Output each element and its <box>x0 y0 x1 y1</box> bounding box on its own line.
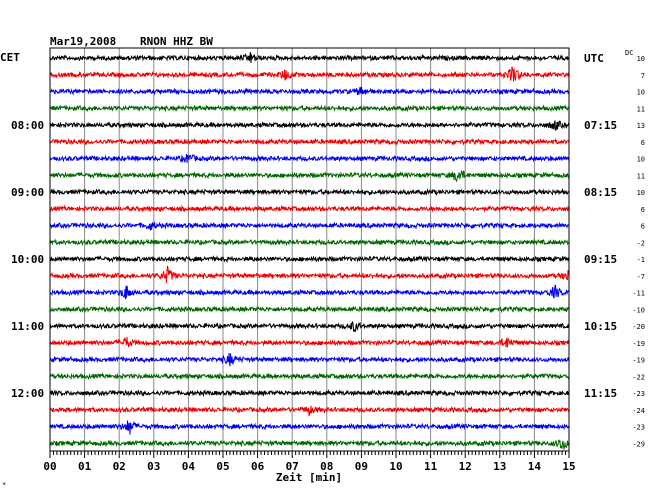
right-hour-label: UTC <box>584 52 604 65</box>
seismic-trace <box>49 103 570 113</box>
x-tick-label: 15 <box>562 460 575 473</box>
x-tick-label: 00 <box>43 460 56 473</box>
left-hour-label: 08:00 <box>11 119 44 132</box>
x-tick-label: 01 <box>78 460 92 473</box>
seismic-trace <box>49 153 570 163</box>
dc-offset-label: -23 <box>632 390 645 398</box>
dc-offset-label: -23 <box>632 424 645 432</box>
minute-gridlines <box>84 48 535 451</box>
dc-offset-label: -22 <box>632 373 645 381</box>
station-label: RNON HHZ BW <box>140 35 213 48</box>
right-hour-label: 09:15 <box>584 253 617 266</box>
x-axis: 00 01 02 03 04 05 06 07 08 09 10 11 12 13 14 15 <box>43 451 576 473</box>
dc-offset-label: -2 <box>637 239 645 247</box>
trace-group <box>49 52 570 451</box>
seismic-trace <box>49 170 570 183</box>
dc-offset-label: -19 <box>632 357 645 365</box>
dc-offset-label: -19 <box>632 340 645 348</box>
dc-offset-label: -10 <box>632 306 645 314</box>
dc-offset-label: 10 <box>637 189 645 197</box>
label-group: 08:00 09:00 10:00 11:00 12:00 UTC 07:15 08:15 09… <box>11 52 645 448</box>
seismic-trace <box>49 352 570 367</box>
x-tick-label: 02 <box>113 460 126 473</box>
right-hour-label: 11:15 <box>584 387 617 400</box>
left-hour-label: 09:00 <box>11 186 44 199</box>
x-tick-label: 03 <box>147 460 160 473</box>
dc-offset-label: 6 <box>641 223 645 231</box>
left-hour-label: 10:00 <box>11 253 44 266</box>
x-tick-label: 11 <box>424 460 438 473</box>
x-tick-label: 12 <box>459 460 472 473</box>
x-tick-label: 14 <box>528 460 542 473</box>
dc-offset-label: -20 <box>632 323 645 331</box>
x-tick-label: 07 <box>286 460 299 473</box>
seismic-trace <box>49 52 570 64</box>
dc-offset-label: 11 <box>637 172 645 180</box>
dc-offset-label: 13 <box>637 122 645 130</box>
dc-offset-label: -7 <box>637 273 645 281</box>
x-tick-label: 09 <box>355 460 368 473</box>
seismic-trace <box>49 204 570 213</box>
right-hour-label: 07:15 <box>584 119 617 132</box>
x-tick-label: 04 <box>182 460 196 473</box>
seismic-trace <box>49 389 570 398</box>
seismic-trace <box>49 321 570 333</box>
seismic-trace <box>49 305 570 314</box>
x-tick-label: 06 <box>251 460 265 473</box>
seismic-trace <box>49 405 570 417</box>
x-tick-label: 05 <box>216 460 229 473</box>
dc-offset-label: 10 <box>637 89 645 97</box>
dc-offset-label: 6 <box>641 139 645 147</box>
chart-title: Mar19,2008 <box>50 35 116 48</box>
dc-offset-label: 10 <box>637 55 645 63</box>
seismic-trace <box>49 439 570 451</box>
seismic-trace <box>49 336 570 348</box>
dc-offset-label: 6 <box>641 206 645 214</box>
seismic-trace <box>49 120 570 131</box>
dc-header: DC <box>625 49 633 57</box>
x-tick-label: 13 <box>493 460 506 473</box>
left-hour-label: 11:00 <box>11 320 44 333</box>
dc-offset-label: 10 <box>637 156 645 164</box>
dc-offset-label: -29 <box>632 440 645 448</box>
x-tick-label: 08 <box>320 460 333 473</box>
seismic-trace <box>49 221 570 231</box>
dc-offset-label: -11 <box>632 290 645 298</box>
right-hour-label: 08:15 <box>584 186 617 199</box>
dc-offset-label: -24 <box>632 407 645 415</box>
seismic-trace <box>49 86 570 96</box>
seismic-trace <box>49 265 570 283</box>
seismic-trace <box>49 284 570 300</box>
dc-offset-label: -1 <box>637 256 645 264</box>
seismic-trace <box>49 137 570 146</box>
dc-offset-label: 7 <box>641 72 645 80</box>
x-tick-label: 10 <box>389 460 402 473</box>
right-hour-label: 10:15 <box>584 320 617 333</box>
seismic-trace <box>49 254 570 264</box>
left-hour-label: 12:00 <box>11 387 44 400</box>
corner-mark: * <box>2 481 6 489</box>
seismic-trace <box>49 420 570 435</box>
seismic-trace <box>49 66 570 82</box>
seismic-trace <box>49 238 570 247</box>
x-axis-label: Zeit [min] <box>276 471 342 484</box>
seismic-trace <box>49 187 570 197</box>
seismic-trace <box>49 371 570 381</box>
left-timezone-label: CET <box>0 51 20 64</box>
dc-offset-label: 11 <box>637 105 645 113</box>
